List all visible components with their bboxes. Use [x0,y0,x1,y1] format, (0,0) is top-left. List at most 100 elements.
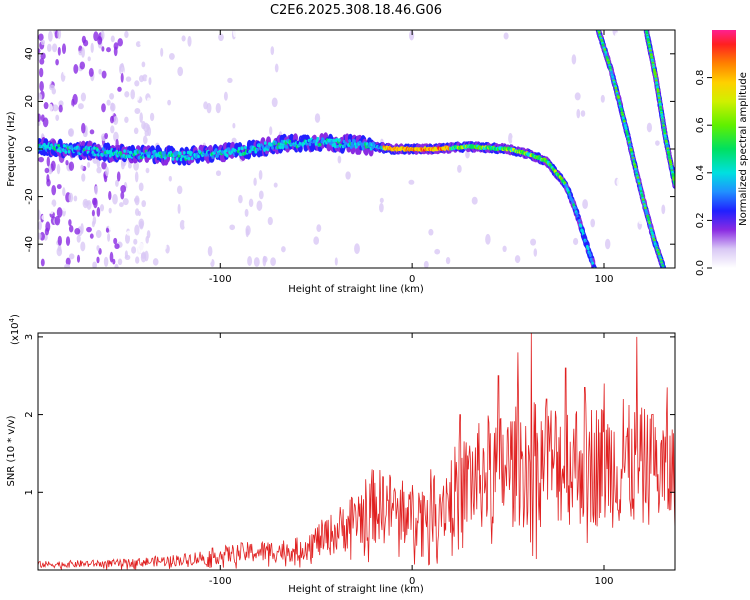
steep-trace-2-core [668,156,672,159]
noise-speck [196,230,201,237]
noise-speck [65,160,69,166]
noise-speck [646,122,653,133]
noise-speck [115,179,119,187]
noise-speck [266,83,273,90]
noise-speck [244,208,249,217]
noise-speck [39,58,45,65]
noise-speck [434,248,441,255]
main-trace-core [129,151,133,155]
y-tick-label: 40 [24,47,35,60]
noise-speck [136,137,143,143]
noise-speck [396,86,402,97]
main-trace-core [279,145,282,150]
steep-trace-1-core [603,48,607,51]
noise-speck [117,38,123,47]
noise-speck [149,112,155,122]
noise-speck [57,235,62,246]
snr-ylabel: SNR (10 * v/v) [6,415,17,486]
noise-speck [49,204,55,215]
noise-speck [99,204,105,212]
colorbar: 0.0 0.2 0.4 0.6 0.8 Normalized spectral ampl… [695,30,749,276]
noise-speck [44,167,50,174]
spectrogram-xlabel: Height of straight line (km) [288,284,424,295]
main-trace-core [568,192,572,197]
main-trace-core [314,142,318,146]
noise-speck [68,219,72,227]
main-trace-core [108,154,112,158]
noise-speck [89,233,94,239]
noise-speck [107,233,111,242]
noise-speck [139,112,143,123]
noise-speck [112,193,118,205]
noise-speck [80,241,86,252]
noise-speck [225,104,231,110]
main-trace-core [336,144,340,149]
noise-speck [638,218,644,225]
noise-speck [56,207,63,218]
noise-speck [137,85,142,92]
noise-speck [614,32,619,42]
main-trace-core [119,151,123,155]
noise-speck [87,161,91,168]
noise-speck [312,207,319,214]
steep-trace-1-core [597,31,601,34]
main-trace-core [582,234,586,238]
noise-speck [270,257,276,266]
noise-speck [68,161,75,171]
noise-speck [168,175,172,182]
main-trace-core [240,146,244,150]
noise-speck [215,170,222,177]
noise-speck [73,63,79,74]
main-trace-core [333,144,337,149]
y-tick-label: 0 [24,146,35,152]
noise-speck [574,92,581,101]
noise-speck [134,224,140,236]
noise-speck [68,105,75,113]
noise-speck [616,178,621,187]
noise-speck [138,242,144,254]
noise-speck [112,258,116,265]
main-trace-core [585,241,588,246]
main-trace-core [171,157,175,161]
main-trace-core [79,149,83,154]
main-trace-core [332,138,336,143]
noise-speck [445,256,451,265]
noise-speck [101,103,106,113]
noise-speck [238,194,243,204]
noise-speck [108,225,115,231]
noise-speck [237,114,242,122]
noise-speck [52,43,58,53]
noise-speck [508,132,513,144]
snr-plot-area [38,333,675,570]
steep-trace-1-core [630,152,634,156]
noise-speck [134,171,139,183]
noise-speck [574,146,579,157]
x-tick-label: 100 [594,576,613,587]
noise-speck [148,77,152,86]
noise-speck [51,185,57,196]
main-trace-core [57,143,61,148]
noise-speck [38,93,43,100]
main-trace-core [280,139,284,144]
noise-speck [109,251,114,263]
noise-speck [124,91,130,98]
main-trace-core [48,146,52,151]
noise-speck [530,238,537,246]
noise-speck [263,129,267,137]
noise-speck [138,61,142,72]
noise-speck [38,156,45,163]
steep-trace-1-core [641,194,644,198]
noise-speck [465,150,470,159]
noise-speck [304,70,308,76]
main-trace-core [353,139,356,143]
noise-speck [80,92,87,102]
main-trace-core [271,146,274,150]
noise-speck [38,54,41,61]
noise-speck [449,163,456,173]
main-trace-core [337,138,341,142]
noise-speck [73,195,78,202]
noise-speck [503,32,509,40]
noise-speck [134,108,141,114]
main-trace-core [247,145,251,149]
noise-speck [183,39,189,48]
